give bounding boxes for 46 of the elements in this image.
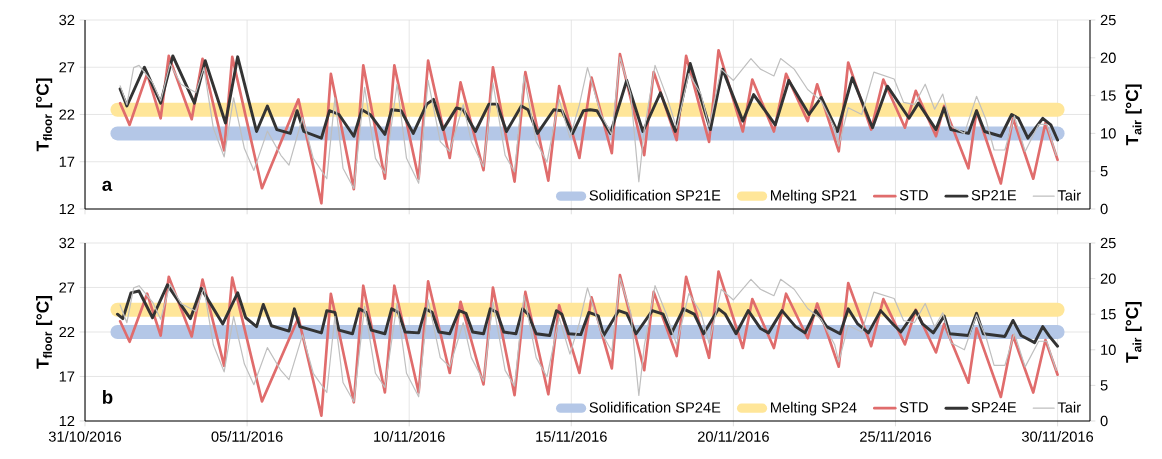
y-tick-label: 12 bbox=[59, 415, 75, 427]
legend-label: STD bbox=[899, 402, 928, 413]
y2-tick-label: 5 bbox=[1100, 380, 1108, 391]
x-tick-label: 20/11/2016 bbox=[697, 431, 769, 442]
y2-tick-label: 0 bbox=[1100, 415, 1108, 427]
x-tick-label: 10/11/2016 bbox=[374, 431, 445, 442]
annotation: a bbox=[102, 180, 113, 192]
y-tick-label: 17 bbox=[59, 156, 75, 167]
y-tick-label: 12 bbox=[59, 203, 75, 215]
x-tick-label: 30/11/2016 bbox=[1021, 431, 1094, 442]
x-tick-label: 05/11/2016 bbox=[211, 431, 283, 442]
legend-label: Solidification SP21E bbox=[589, 189, 721, 201]
legend-label: Melting SP24 bbox=[771, 401, 857, 416]
y2-tick-label: 10 bbox=[1101, 344, 1116, 355]
legend-label: STD bbox=[899, 190, 928, 201]
y2-tick-label: 20 bbox=[1100, 52, 1116, 63]
y2-axis-title: T$_{air}$ [°C] bbox=[1125, 84, 1142, 146]
y2-tick-label: 15 bbox=[1101, 90, 1116, 101]
line-series bbox=[115, 283, 1060, 348]
y-tick-label: 22 bbox=[59, 326, 75, 338]
legend-label: Tair bbox=[1057, 189, 1081, 201]
y-tick-label: 32 bbox=[59, 237, 75, 249]
y2-tick-label: 10 bbox=[1101, 128, 1116, 139]
x-tick-label: 25/11/2016 bbox=[860, 431, 931, 442]
legend-label: Melting SP21 bbox=[771, 189, 857, 204]
x-tick-label: 31/10/2016 bbox=[48, 431, 122, 442]
y-axis-title: T$_{floor}$ [°C] bbox=[36, 295, 53, 369]
y-tick-label: 27 bbox=[59, 282, 75, 293]
x-tick-label: 15/11/2016 bbox=[536, 431, 607, 442]
y-tick-label: 32 bbox=[59, 14, 75, 26]
legend-label: SP21E bbox=[971, 190, 1017, 201]
y2-tick-label: 0 bbox=[1100, 203, 1108, 215]
y-tick-label: 17 bbox=[59, 371, 75, 382]
legend-label: Tair bbox=[1057, 401, 1081, 413]
y-tick-label: 27 bbox=[59, 62, 75, 73]
legend-label: Solidification SP24E bbox=[589, 401, 721, 413]
legend-label: SP24E bbox=[971, 402, 1017, 413]
y2-tick-label: 5 bbox=[1100, 166, 1108, 177]
y2-tick-label: 25 bbox=[1100, 14, 1116, 26]
annotation: b bbox=[103, 390, 113, 404]
y2-tick-label: 20 bbox=[1100, 273, 1116, 284]
y2-tick-label: 25 bbox=[1100, 237, 1116, 249]
y-axis-title: T$_{floor}$ [°C] bbox=[36, 78, 53, 152]
y-tick-label: 22 bbox=[59, 109, 75, 120]
y2-axis-title: T$_{air}$ [°C] bbox=[1125, 302, 1142, 363]
y2-tick-label: 15 bbox=[1101, 309, 1116, 320]
